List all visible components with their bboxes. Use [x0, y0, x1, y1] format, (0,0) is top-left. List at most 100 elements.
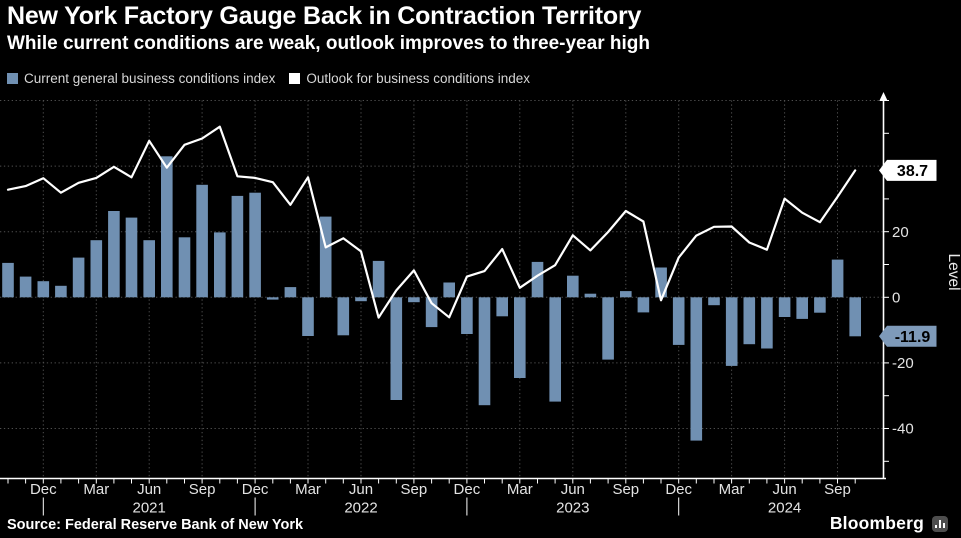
bar [214, 232, 226, 298]
x-tick-label: Dec [454, 481, 481, 498]
bar [761, 297, 773, 349]
bar [796, 297, 808, 319]
bar [319, 216, 332, 298]
x-tick-label: Mar [719, 481, 745, 498]
bar [90, 240, 103, 298]
y-axis-title: Level [945, 253, 961, 290]
year-label: 2021 [133, 500, 166, 517]
bar [602, 297, 614, 360]
y-tick-label: 20 [892, 224, 909, 241]
bar [443, 282, 455, 298]
bar [390, 297, 403, 400]
bar [425, 297, 438, 328]
bars-current-conditions [2, 156, 861, 441]
year-label: 2024 [768, 500, 801, 517]
bar [514, 297, 526, 378]
bar [337, 297, 350, 336]
bar [672, 297, 685, 345]
x-tick-label: Mar [295, 481, 321, 498]
bar [725, 297, 738, 366]
bloomberg-wordmark: Bloomberg [829, 513, 924, 533]
y-tick-label: -40 [892, 421, 914, 438]
bar [231, 195, 244, 298]
x-tick-label: Mar [507, 481, 533, 498]
x-tick-label: Mar [83, 481, 109, 498]
outlook-latest-badge: 38.7 [879, 159, 937, 181]
bar [461, 297, 473, 334]
bar [778, 297, 791, 317]
bar [408, 297, 420, 303]
year-label: 2023 [556, 500, 589, 517]
x-tick-label: Dec [242, 481, 269, 498]
y-tick-labels: 20 0 -20 -40 [892, 224, 914, 438]
bar [655, 267, 667, 298]
x-tick-labels: Dec Mar Jun Sep Dec Mar Jun Sep Dec Mar Jun Sep Dec M… [30, 481, 851, 517]
current-series-swatch-icon [7, 73, 18, 84]
bar [196, 184, 208, 298]
bar [108, 211, 120, 298]
source-note: Source: Federal Reserve Bank of New York [7, 517, 304, 533]
bar [814, 297, 826, 313]
bar [372, 260, 385, 298]
x-tick-label: Sep [401, 481, 428, 498]
bar [478, 297, 491, 406]
legend-item-current: Current general business conditions inde… [7, 71, 275, 86]
chart-subtitle: While current conditions are weak, outlo… [7, 33, 650, 54]
bar [743, 297, 756, 345]
bar [284, 287, 297, 298]
bar [55, 285, 67, 298]
legend: Current general business conditions inde… [7, 71, 530, 86]
y-tick-label: 0 [892, 290, 900, 307]
bar [849, 297, 861, 337]
bar [161, 156, 173, 298]
brand-lockup: Bloomberg [830, 513, 948, 534]
y-axis [882, 99, 889, 479]
bar-chart-icon [932, 515, 948, 532]
v-gridlines [42, 100, 838, 479]
bar [37, 281, 50, 298]
bar [249, 192, 261, 298]
x-tick-label: Sep [824, 481, 851, 498]
bar [708, 297, 720, 306]
bar [72, 257, 85, 298]
outlook-series-swatch-icon [289, 73, 301, 84]
bar [266, 297, 279, 300]
bar [125, 217, 138, 298]
current-latest-badge: -11.9 [879, 325, 937, 347]
bar [531, 261, 544, 298]
chart-title: New York Factory Gauge Back in Contracti… [7, 2, 642, 30]
x-tick-label: Jun [773, 481, 797, 498]
year-label: 2022 [344, 500, 377, 517]
badge-value: -11.9 [895, 329, 931, 346]
y-axis-arrow-icon [879, 92, 888, 101]
bar [178, 237, 191, 298]
x-tick-label: Dec [665, 481, 692, 498]
y-tick-label: -20 [892, 355, 914, 372]
x-tick-label: Dec [30, 481, 57, 498]
bar [690, 297, 703, 441]
x-axis [0, 477, 886, 516]
bar [584, 293, 597, 298]
line-outlook [6, 125, 857, 319]
bar [549, 297, 561, 402]
bar [2, 262, 14, 298]
bar [620, 291, 632, 298]
bar [567, 275, 579, 298]
bar [637, 297, 650, 313]
bar [831, 259, 844, 298]
bar [143, 240, 155, 298]
legend-label-current: Current general business conditions inde… [24, 71, 276, 86]
x-tick-label: Jun [349, 481, 373, 498]
bar [496, 297, 508, 317]
x-tick-label: Sep [612, 481, 639, 498]
h-gridlines [0, 100, 883, 429]
x-tick-label: Jun [561, 481, 585, 498]
legend-label-outlook: Outlook for business conditions index [306, 71, 531, 86]
legend-item-outlook: Outlook for business conditions index [289, 71, 530, 86]
badge-value: 38.7 [897, 163, 928, 180]
x-tick-label: Sep [189, 481, 216, 498]
bar [302, 297, 314, 336]
x-tick-label: Jun [137, 481, 161, 498]
bar [19, 276, 32, 298]
